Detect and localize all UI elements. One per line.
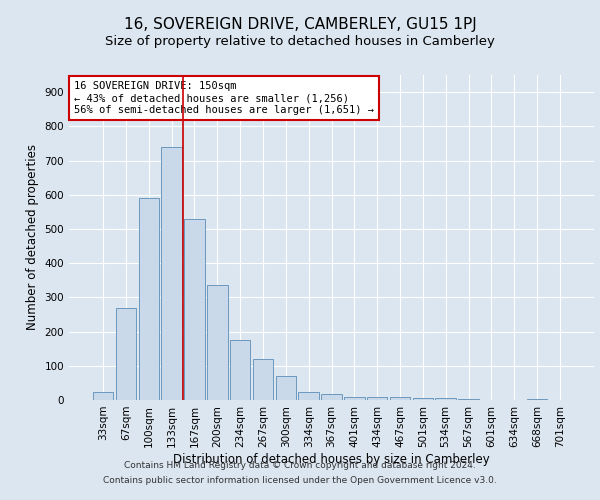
Bar	[344, 396, 365, 400]
Text: Contains HM Land Registry data © Crown copyright and database right 2024.: Contains HM Land Registry data © Crown c…	[124, 461, 476, 470]
Bar	[139, 198, 159, 400]
Bar	[458, 398, 479, 400]
Bar	[367, 396, 388, 400]
Y-axis label: Number of detached properties: Number of detached properties	[26, 144, 39, 330]
Bar	[413, 398, 433, 400]
Text: Contains public sector information licensed under the Open Government Licence v3: Contains public sector information licen…	[103, 476, 497, 485]
Bar	[207, 286, 227, 400]
Text: 16, SOVEREIGN DRIVE, CAMBERLEY, GU15 1PJ: 16, SOVEREIGN DRIVE, CAMBERLEY, GU15 1PJ	[124, 18, 476, 32]
Bar	[390, 396, 410, 400]
Bar	[298, 392, 319, 400]
Bar	[436, 398, 456, 400]
Bar	[93, 392, 113, 400]
Text: Size of property relative to detached houses in Camberley: Size of property relative to detached ho…	[105, 35, 495, 48]
Bar	[321, 394, 342, 400]
Bar	[527, 398, 547, 400]
Bar	[275, 376, 296, 400]
Bar	[116, 308, 136, 400]
Text: 16 SOVEREIGN DRIVE: 150sqm
← 43% of detached houses are smaller (1,256)
56% of s: 16 SOVEREIGN DRIVE: 150sqm ← 43% of deta…	[74, 82, 374, 114]
Bar	[253, 359, 273, 400]
Bar	[230, 340, 250, 400]
X-axis label: Distribution of detached houses by size in Camberley: Distribution of detached houses by size …	[173, 452, 490, 466]
Bar	[161, 147, 182, 400]
Bar	[184, 218, 205, 400]
